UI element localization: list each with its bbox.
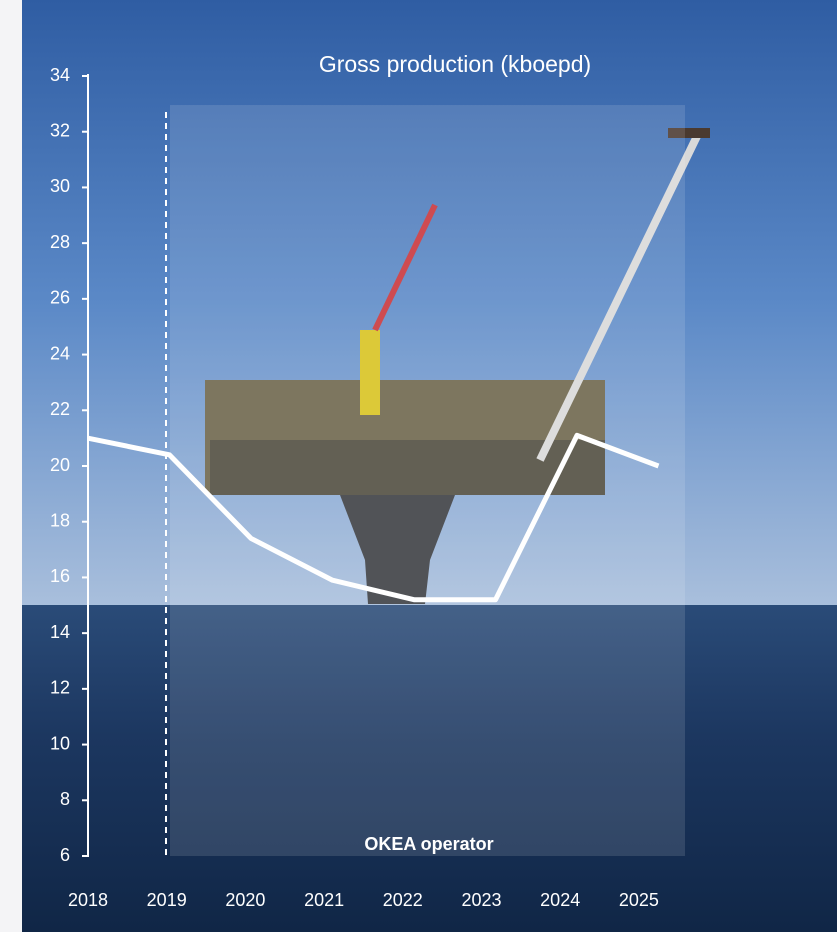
x-tick-label: 2019 [147, 890, 187, 910]
x-tick-label: 2025 [619, 890, 659, 910]
x-tick-label: 2018 [68, 890, 108, 910]
y-tick-label: 22 [50, 399, 70, 419]
y-tick-label: 24 [50, 343, 70, 363]
y-tick-label: 12 [50, 678, 70, 698]
annotation: OKEA operator [364, 834, 493, 854]
x-tick-label: 2024 [540, 890, 580, 910]
x-tick-label: 2022 [383, 890, 423, 910]
x-tick-label: 2023 [461, 890, 501, 910]
y-tick-label: 16 [50, 566, 70, 586]
y-tick-label: 6 [60, 845, 70, 865]
y-tick-label: 20 [50, 455, 70, 475]
y-tick-label: 26 [50, 288, 70, 308]
x-tick-label: 2021 [304, 890, 344, 910]
y-tick-label: 34 [50, 65, 70, 85]
background-photo [22, 0, 837, 932]
y-tick-label: 14 [50, 622, 70, 642]
y-tick-label: 10 [50, 733, 70, 753]
data-line [87, 432, 660, 603]
x-tick-label: 2020 [225, 890, 265, 910]
y-tick-label: 28 [50, 232, 70, 252]
y-tick-label: 8 [60, 789, 70, 809]
chart-title: Gross production (kboepd) [319, 51, 591, 77]
y-tick-label: 18 [50, 510, 70, 530]
y-tick-label: 32 [50, 120, 70, 140]
operator-period-shade [170, 105, 685, 856]
y-tick-label: 30 [50, 176, 70, 196]
